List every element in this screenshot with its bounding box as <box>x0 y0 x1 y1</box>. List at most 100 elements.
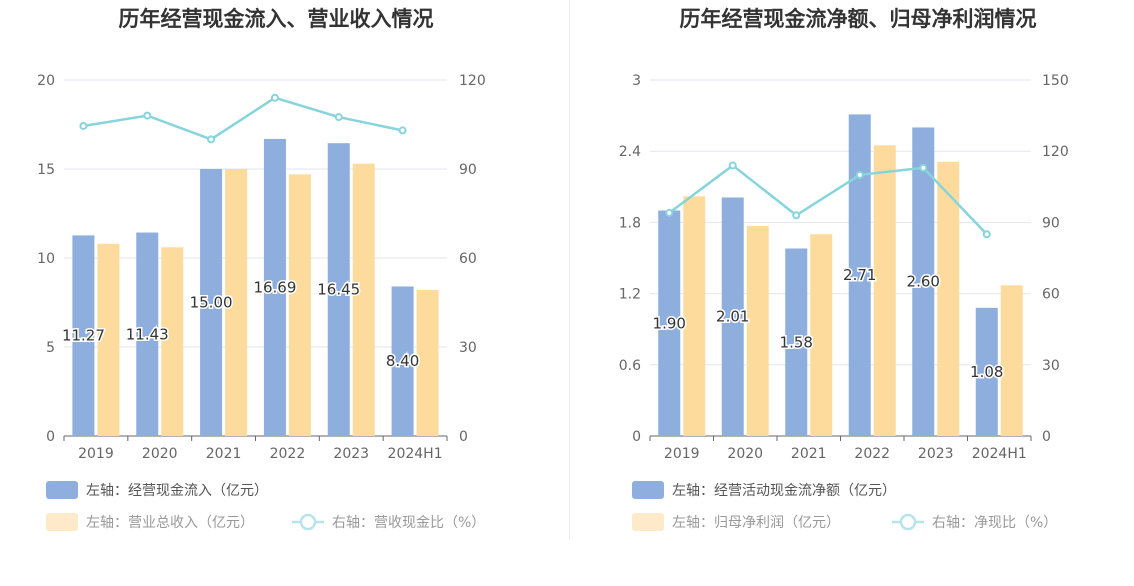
x-axis-tick-label: 2021 <box>206 446 242 462</box>
bar-operating-cash-inflow <box>263 138 286 436</box>
line-point <box>79 121 88 130</box>
left-axis-tick-label: 10 <box>37 251 55 267</box>
right-axis-tick-label: 30 <box>459 340 477 356</box>
bar-total-revenue <box>225 169 248 436</box>
left-axis-tick-label: 0.6 <box>619 358 641 374</box>
line-point <box>270 93 279 102</box>
bar-total-revenue <box>352 163 375 436</box>
line-point <box>207 135 216 144</box>
bar-operating-cash-net <box>785 248 808 436</box>
bar-net-profit <box>873 145 896 436</box>
line-point <box>982 230 991 239</box>
data-label: 15.00 <box>190 294 233 312</box>
data-label: 1.58 <box>780 333 813 351</box>
panel-divider <box>569 0 570 540</box>
data-label: 1.08 <box>970 363 1003 381</box>
x-axis-tick-label: 2020 <box>727 446 763 462</box>
bar-operating-cash-net <box>912 127 935 436</box>
x-axis-tick-label: 2024H1 <box>388 446 443 462</box>
line-series-revenue-cash-ratio <box>83 96 403 141</box>
bar-net-profit <box>937 161 960 436</box>
bar-operating-cash-inflow <box>200 169 223 436</box>
legend-label: 左轴：经营活动现金流净额（亿元） <box>672 483 896 499</box>
line-point <box>143 111 152 120</box>
data-label: 8.40 <box>386 352 419 370</box>
right-axis-tick-label: 30 <box>1042 358 1060 374</box>
legend-label: 右轴：净现比（%） <box>932 515 1057 531</box>
line-series-net-cash-ratio <box>668 163 988 236</box>
left-axis-tick-label: 15 <box>37 162 55 178</box>
legend-label: 右轴：营收现金比（%） <box>332 515 485 531</box>
left-axis-tick-label: 20 <box>37 73 55 89</box>
legend-swatch-bar-secondary <box>632 513 664 531</box>
line-point <box>728 161 737 170</box>
data-label: 2.01 <box>716 308 749 326</box>
right-axis-tick-label: 60 <box>1042 287 1060 303</box>
line-point <box>855 170 864 179</box>
bar-net-profit <box>810 234 833 436</box>
x-axis-tick-label: 2023 <box>333 446 369 462</box>
left-axis-tick-label: 2.4 <box>619 144 641 160</box>
bar-total-revenue <box>161 247 184 436</box>
x-axis-tick-label: 2022 <box>854 446 890 462</box>
data-label: 2.60 <box>907 273 940 291</box>
data-label: 2.71 <box>843 266 876 284</box>
line-point <box>398 126 407 135</box>
bar-operating-cash-inflow <box>136 232 159 436</box>
left-axis-tick-label: 1.8 <box>619 215 641 231</box>
left-axis-tick-label: 5 <box>46 340 55 356</box>
line-point <box>792 211 801 220</box>
right-axis-tick-label: 0 <box>1042 429 1051 445</box>
bar-operating-cash-inflow <box>391 286 414 436</box>
bar-total-revenue <box>97 243 120 436</box>
bar-total-revenue <box>288 174 311 436</box>
data-label: 16.69 <box>253 278 296 296</box>
bar-net-profit <box>683 196 706 436</box>
bar-net-profit <box>1000 285 1023 436</box>
line-point <box>665 208 674 217</box>
bar-operating-cash-inflow <box>327 143 350 436</box>
legend-swatch-bar-primary <box>632 481 664 499</box>
chart-title: 历年经营现金流入、营业收入情况 <box>119 7 434 31</box>
right-axis-tick-label: 90 <box>1042 215 1060 231</box>
x-axis-tick-label: 2019 <box>664 446 700 462</box>
right-axis-tick-label: 150 <box>1042 73 1069 89</box>
left-axis-tick-label: 3 <box>632 73 641 89</box>
data-label: 1.90 <box>653 314 686 332</box>
data-label: 11.27 <box>62 327 105 345</box>
legend-swatch-bar-secondary <box>46 513 78 531</box>
legend-label: 左轴：营业总收入（亿元） <box>86 515 254 531</box>
x-axis-tick-label: 2024H1 <box>972 446 1027 462</box>
legend-swatch-line-marker <box>899 513 917 531</box>
left-axis-tick-label: 0 <box>46 429 55 445</box>
chart-panel-1: 历年经营现金流入、营业收入情况 0 5 10 15 20 0 30 60 90 120 2019 202… <box>37 7 486 531</box>
legend-label: 左轴：归母净利润（亿元） <box>672 514 840 531</box>
bar-net-profit <box>746 225 769 436</box>
data-label: 16.45 <box>317 281 360 299</box>
left-axis-tick-label: 0 <box>632 429 641 445</box>
bar-total-revenue <box>416 290 439 436</box>
legend-swatch-bar-primary <box>46 481 78 499</box>
x-axis-tick-label: 2023 <box>918 446 954 462</box>
x-axis-tick-label: 2022 <box>270 446 306 462</box>
legend-label: 左轴：经营现金流入（亿元） <box>86 483 268 499</box>
right-axis-tick-label: 120 <box>459 73 486 89</box>
line-point <box>334 113 343 122</box>
data-label: 11.43 <box>126 325 169 343</box>
bar-operating-cash-net <box>848 114 871 436</box>
chart-panel-2: 历年经营现金流净额、归母净利润情况00.61.21.82.43030609012… <box>619 7 1069 531</box>
bar-operating-cash-net <box>721 197 744 436</box>
right-axis-tick-label: 120 <box>1042 144 1069 160</box>
right-axis-tick-label: 60 <box>459 251 477 267</box>
bar-operating-cash-net <box>975 307 998 436</box>
left-axis-tick-label: 1.2 <box>619 287 641 303</box>
x-axis-tick-label: 2020 <box>142 446 178 462</box>
chart-title: 历年经营现金流净额、归母净利润情况 <box>680 7 1037 31</box>
right-axis-tick-label: 0 <box>459 429 468 445</box>
x-axis-tick-label: 2019 <box>78 446 114 462</box>
legend-swatch-line-marker <box>299 513 317 531</box>
x-axis-tick-label: 2021 <box>791 446 827 462</box>
bar-operating-cash-net <box>658 210 681 436</box>
